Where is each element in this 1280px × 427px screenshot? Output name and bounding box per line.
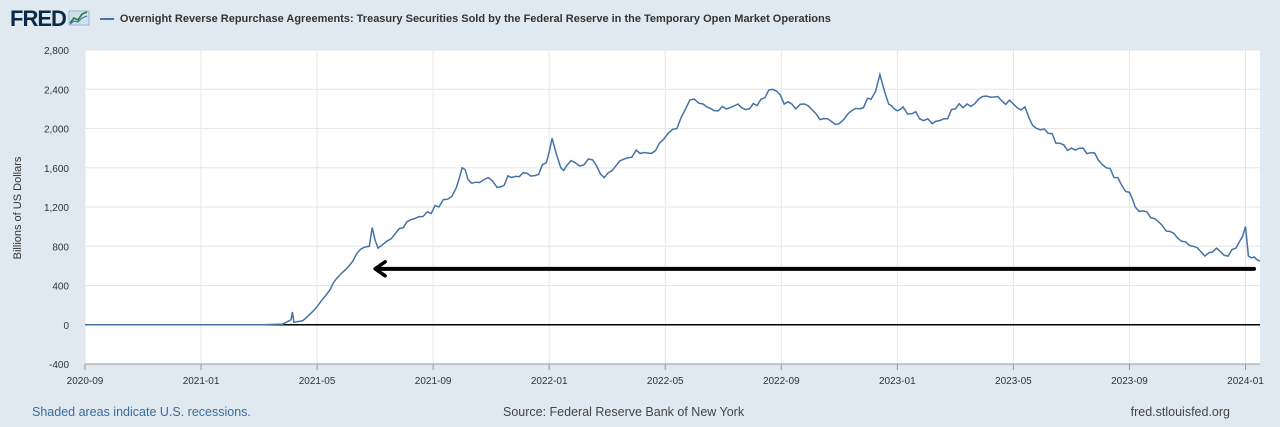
x-axis: 2020-09 2021-01 2021-05 2021-09 2022-01 2022-…	[67, 363, 1264, 387]
fred-logo[interactable]: FRED	[10, 6, 67, 31]
y-tick-label: 400	[52, 282, 69, 293]
y-tick-label: -400	[49, 360, 69, 371]
arrow-head	[373, 260, 387, 278]
y-axis-label: Billions of US Dollars	[12, 156, 24, 259]
source-text: Source: Federal Reserve Bank of New York	[503, 405, 745, 419]
y-tick-label: 2,800	[44, 46, 69, 57]
x-tick-label: 2021-09	[415, 376, 452, 387]
x-tick-label: 2022-05	[647, 376, 684, 387]
chart-title: Overnight Reverse Repurchase Agreements:…	[119, 13, 831, 25]
y-tick-label: 2,400	[44, 85, 69, 96]
line-chart: -400 0 400 800 1,200 1,600 2,000 2,400 2,800 202…	[12, 46, 1264, 387]
x-tick-label: 2023-01	[879, 376, 916, 387]
y-tick-label: 1,200	[44, 203, 69, 214]
chart-header: FRED Overnight Reverse Repurchase Agreem…	[10, 6, 831, 32]
x-tick-label: 2021-05	[299, 376, 336, 387]
y-tick-label: 800	[52, 242, 69, 253]
x-tick-label: 2023-05	[995, 376, 1032, 387]
x-tick-label: 2022-09	[763, 376, 800, 387]
fred-chart-icon	[68, 8, 90, 31]
x-tick-label: 2023-09	[1111, 376, 1148, 387]
x-tick-label: 2024-01	[1227, 376, 1264, 387]
x-tick-label: 2020-09	[67, 376, 104, 387]
y-tick-label: 0	[63, 321, 69, 332]
annotation-arrow	[373, 260, 1256, 278]
y-axis: -400 0 400 800 1,200 1,600 2,000 2,400 2,800	[44, 46, 69, 371]
x-tick-label: 2021-01	[183, 376, 220, 387]
legend-swatch	[99, 18, 114, 20]
y-tick-label: 1,600	[44, 164, 69, 175]
y-tick-label: 2,000	[44, 125, 69, 136]
series-line	[85, 71, 1261, 326]
site-link[interactable]: fred.stlouisfed.org	[1130, 405, 1230, 419]
x-tick-label: 2022-01	[531, 376, 568, 387]
recession-note-link[interactable]: Shaded areas indicate U.S. recessions.	[32, 405, 251, 419]
